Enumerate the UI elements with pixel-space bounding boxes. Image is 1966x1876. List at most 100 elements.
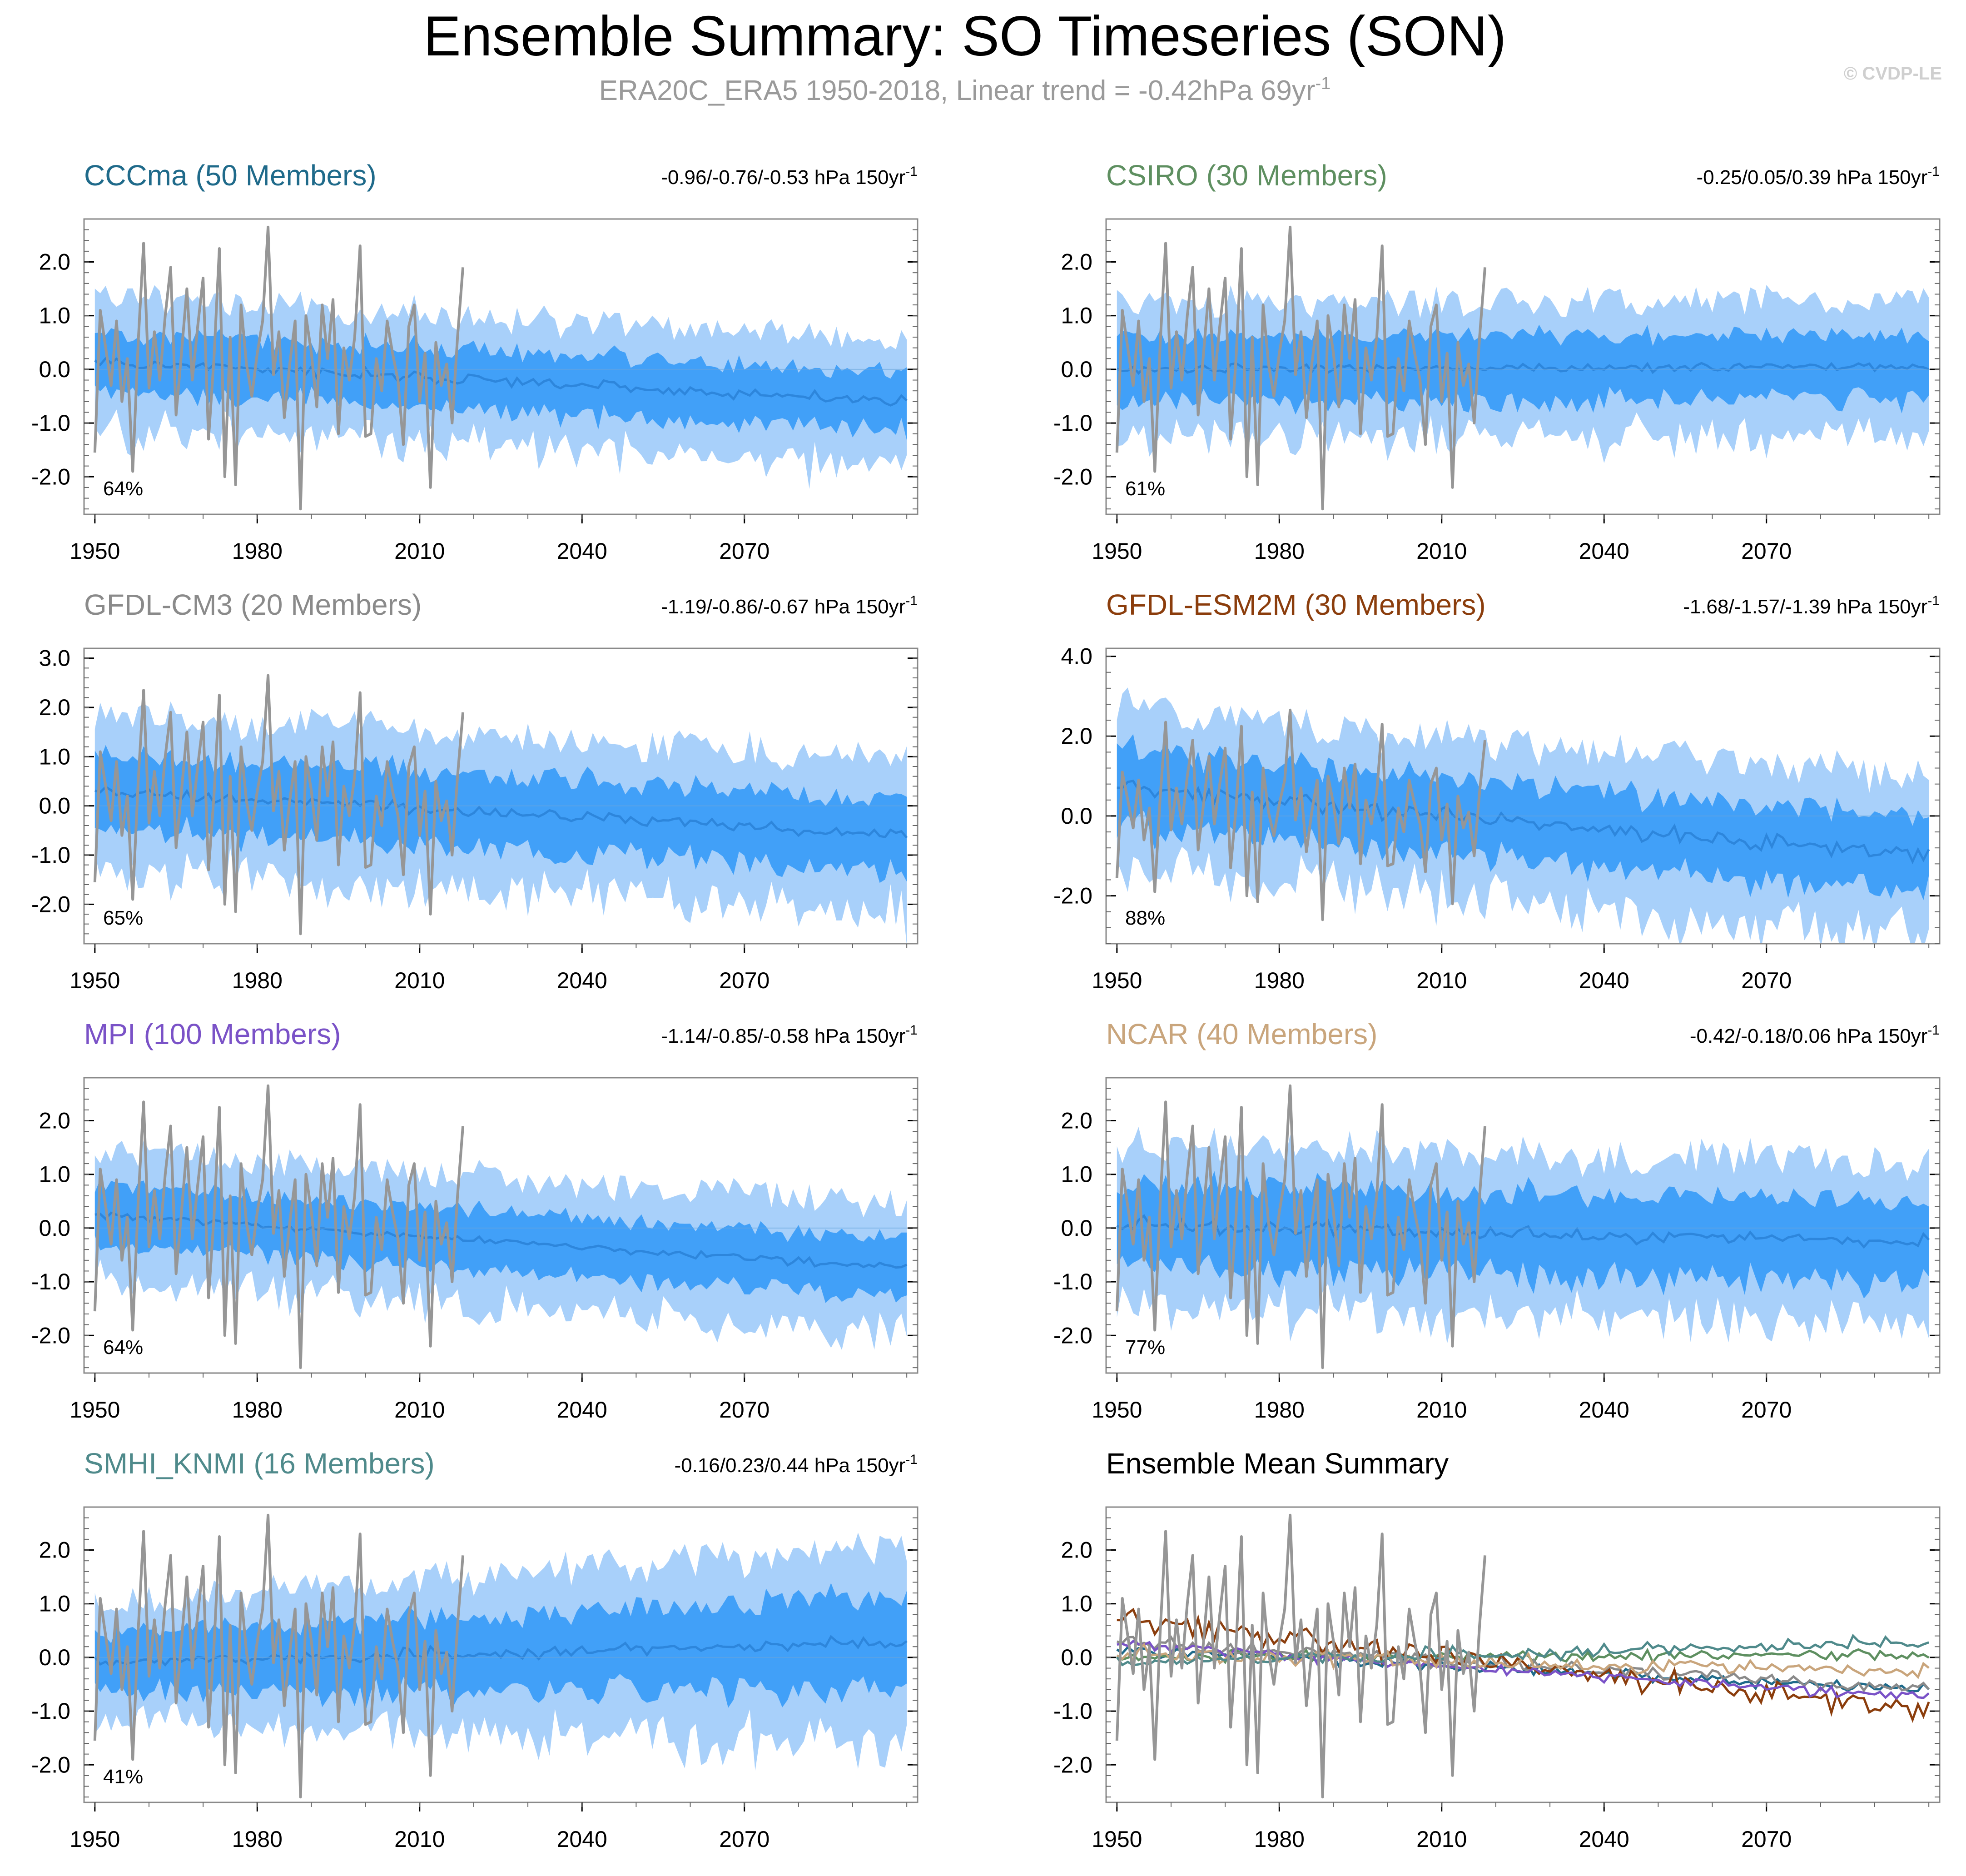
inner-spread-band <box>1117 734 1929 901</box>
observation-line <box>1115 709 1487 921</box>
y-tick-label: 1.0 <box>1061 303 1092 328</box>
x-tick-label: 1950 <box>70 968 120 993</box>
trend-sup: -1 <box>905 1023 918 1038</box>
x-tick-label: 1980 <box>232 538 283 564</box>
panel-title: MPI (100 Members) <box>84 1018 341 1050</box>
observation-line <box>1115 225 1487 511</box>
trend-sup: -1 <box>905 164 918 179</box>
y-tick-label: -2.0 <box>31 464 70 489</box>
y-tick-label: 0.0 <box>39 1215 70 1241</box>
trend-text: -0.16/0.23/0.44 hPa 150yr <box>674 1454 905 1477</box>
y-tick-label: 1.0 <box>1061 1162 1092 1187</box>
panel-title: NCAR (40 Members) <box>1106 1018 1377 1050</box>
panel-percent-label: 64% <box>103 1336 143 1358</box>
y-tick-label: 4.0 <box>1061 644 1092 669</box>
y-tick-label: 2.0 <box>39 1108 70 1134</box>
panel-percent-label: 41% <box>103 1766 143 1788</box>
x-tick-label: 2070 <box>719 538 770 564</box>
plot-frame <box>83 218 918 515</box>
y-tick-label: -2.0 <box>1053 1752 1092 1777</box>
trend-sup: -1 <box>1927 1023 1940 1038</box>
x-tick-label: 2010 <box>1416 1826 1467 1852</box>
trend-text: -0.96/-0.76/-0.53 hPa 150yr <box>661 166 905 189</box>
panel-ensemble-mean-summary: Ensemble Mean Summary -2.0 -1.0 0.0 1.0 2.0 19… <box>1053 1447 1941 1852</box>
y-tick-label: -2.0 <box>1053 464 1092 489</box>
plot-frame <box>1105 1506 1941 1803</box>
y-tick-label: 2.0 <box>39 1538 70 1563</box>
y-tick-label: 1.0 <box>39 1591 70 1617</box>
x-tick-label: 2070 <box>1741 968 1792 993</box>
x-tick-label: 1950 <box>70 1397 120 1423</box>
trend-sup: -1 <box>905 1452 918 1467</box>
observation-line <box>1115 1513 1487 1799</box>
x-tick-label: 1950 <box>70 538 120 564</box>
x-tick-label: 2040 <box>557 1826 607 1852</box>
plot-frame <box>1105 218 1941 515</box>
x-tick-label: 1980 <box>1254 1397 1305 1423</box>
y-tick-label: 2.0 <box>39 249 70 275</box>
y-tick-label: 0.0 <box>39 357 70 382</box>
y-tick-label: 0.0 <box>1061 1645 1092 1670</box>
y-tick-label: -2.0 <box>31 1323 70 1348</box>
panel-data <box>84 1084 918 1369</box>
panel-trend-label: -0.42/-0.18/0.06 hPa 150yr-1 <box>1690 1023 1940 1047</box>
observation-line <box>93 1513 465 1799</box>
x-tick-label: 1980 <box>232 1826 283 1852</box>
trend-text: -0.42/-0.18/0.06 hPa 150yr <box>1690 1025 1927 1047</box>
y-tick-label: 1.0 <box>39 1162 70 1187</box>
x-tick-label: 1950 <box>1092 538 1142 564</box>
y-tick-label: 1.0 <box>39 744 70 769</box>
panel-percent-label: 88% <box>1125 907 1165 929</box>
x-tick-label: 1950 <box>1092 1397 1142 1423</box>
panel-percent-label: 77% <box>1125 1336 1165 1358</box>
y-tick-label: -2.0 <box>1053 1323 1092 1348</box>
x-tick-label: 2010 <box>1416 1397 1467 1423</box>
y-tick-label: -2.0 <box>1053 883 1092 909</box>
inner-spread-band <box>94 328 907 440</box>
panel-title: SMHI_KNMI (16 Members) <box>84 1447 435 1480</box>
panel-data <box>1115 1513 1930 1799</box>
x-tick-label: 2040 <box>557 968 607 993</box>
x-tick-label: 2010 <box>394 538 445 564</box>
figure-subtitle-text: ERA20C_ERA5 1950-2018, Linear trend = -0… <box>599 75 1316 106</box>
panel-percent-label: 65% <box>103 907 143 929</box>
y-tick-label: 0.0 <box>1061 357 1092 382</box>
summary-mean-line <box>1117 1607 1930 1723</box>
trend-sup: -1 <box>905 593 918 608</box>
y-tick-label: 2.0 <box>39 695 70 720</box>
figure-subtitle-sup: -1 <box>1316 74 1331 93</box>
x-tick-label: 1950 <box>1092 1826 1142 1852</box>
x-tick-label: 2010 <box>394 968 445 993</box>
x-tick-label: 2040 <box>1579 1826 1629 1852</box>
panel-trend-label: -0.96/-0.76/-0.53 hPa 150yr-1 <box>661 164 918 189</box>
x-tick-label: 2070 <box>719 968 770 993</box>
panel-percent-label: 61% <box>1125 478 1165 500</box>
panel-csiro: CSIRO (30 Members) -0.25/0.05/0.39 hPa 15… <box>1053 159 1941 564</box>
y-tick-label: -2.0 <box>31 891 70 917</box>
y-tick-label: 1.0 <box>39 303 70 328</box>
x-tick-label: 2040 <box>1579 538 1629 564</box>
figure-title: Ensemble Summary: SO Timeseries (SON) <box>423 5 1506 68</box>
x-tick-label: 2010 <box>394 1826 445 1852</box>
y-tick-label: 2.0 <box>1061 1538 1092 1563</box>
observation-line <box>93 1084 465 1369</box>
x-tick-label: 2070 <box>719 1397 770 1423</box>
x-tick-label: 1950 <box>70 1826 120 1852</box>
plot-frame <box>83 1506 918 1803</box>
x-tick-label: 2070 <box>1741 1826 1792 1852</box>
y-tick-label: -1.0 <box>1053 410 1092 436</box>
y-tick-label: -1.0 <box>31 1698 70 1724</box>
y-tick-label: 3.0 <box>39 646 70 671</box>
panel-trend-label: -1.68/-1.57/-1.39 hPa 150yr-1 <box>1683 593 1940 618</box>
y-tick-label: 1.0 <box>1061 1591 1092 1617</box>
x-tick-label: 2010 <box>394 1397 445 1423</box>
panel-trend-label: -0.25/0.05/0.39 hPa 150yr-1 <box>1696 164 1940 189</box>
panel-title: CCCma (50 Members) <box>84 159 377 192</box>
figure-subtitle: ERA20C_ERA5 1950-2018, Linear trend = -0… <box>599 74 1331 106</box>
y-tick-label: 2.0 <box>1061 249 1092 275</box>
plot-frame <box>83 1077 918 1374</box>
x-tick-label: 1980 <box>1254 538 1305 564</box>
trend-text: -1.19/-0.86/-0.67 hPa 150yr <box>661 596 905 618</box>
y-tick-label: -2.0 <box>31 1752 70 1777</box>
